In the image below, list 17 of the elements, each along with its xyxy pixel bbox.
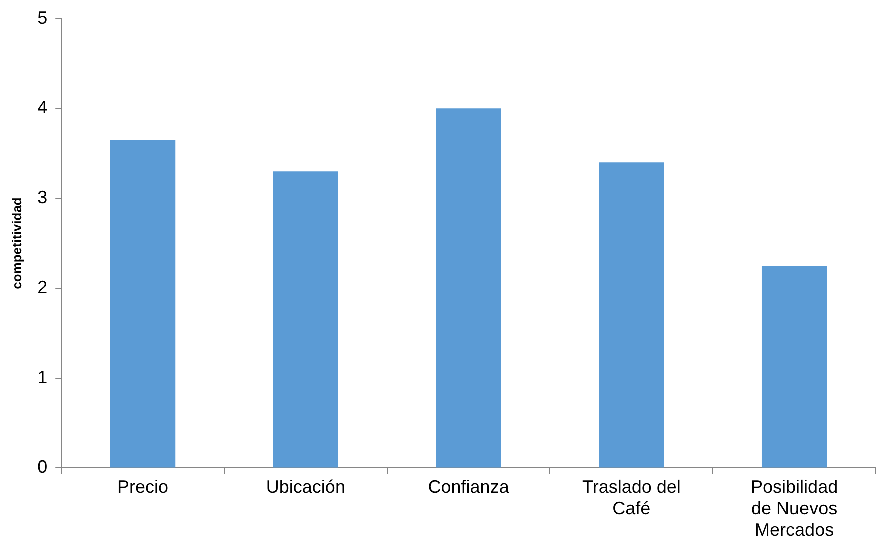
y-tick-label: 3	[38, 188, 48, 208]
x-tick-label: Precio	[118, 476, 169, 497]
bar	[110, 140, 176, 468]
y-tick-label: 1	[38, 367, 48, 388]
y-tick-label: 0	[38, 457, 48, 478]
x-tick-label: Posibilidad de Nuevos Mercados	[751, 476, 838, 540]
bar	[273, 172, 339, 468]
x-tick-label: Traslado del Café	[582, 476, 681, 519]
y-tick-label: 5	[38, 8, 48, 28]
bar	[762, 266, 828, 468]
bar	[436, 108, 502, 468]
y-axis-title: competitividad	[9, 198, 24, 290]
x-tick-label: Ubicación	[266, 476, 346, 497]
y-tick-label: 2	[38, 277, 48, 298]
y-tick-label: 4	[38, 98, 48, 118]
bar	[599, 162, 664, 468]
x-tick-label: Confianza	[428, 476, 510, 497]
